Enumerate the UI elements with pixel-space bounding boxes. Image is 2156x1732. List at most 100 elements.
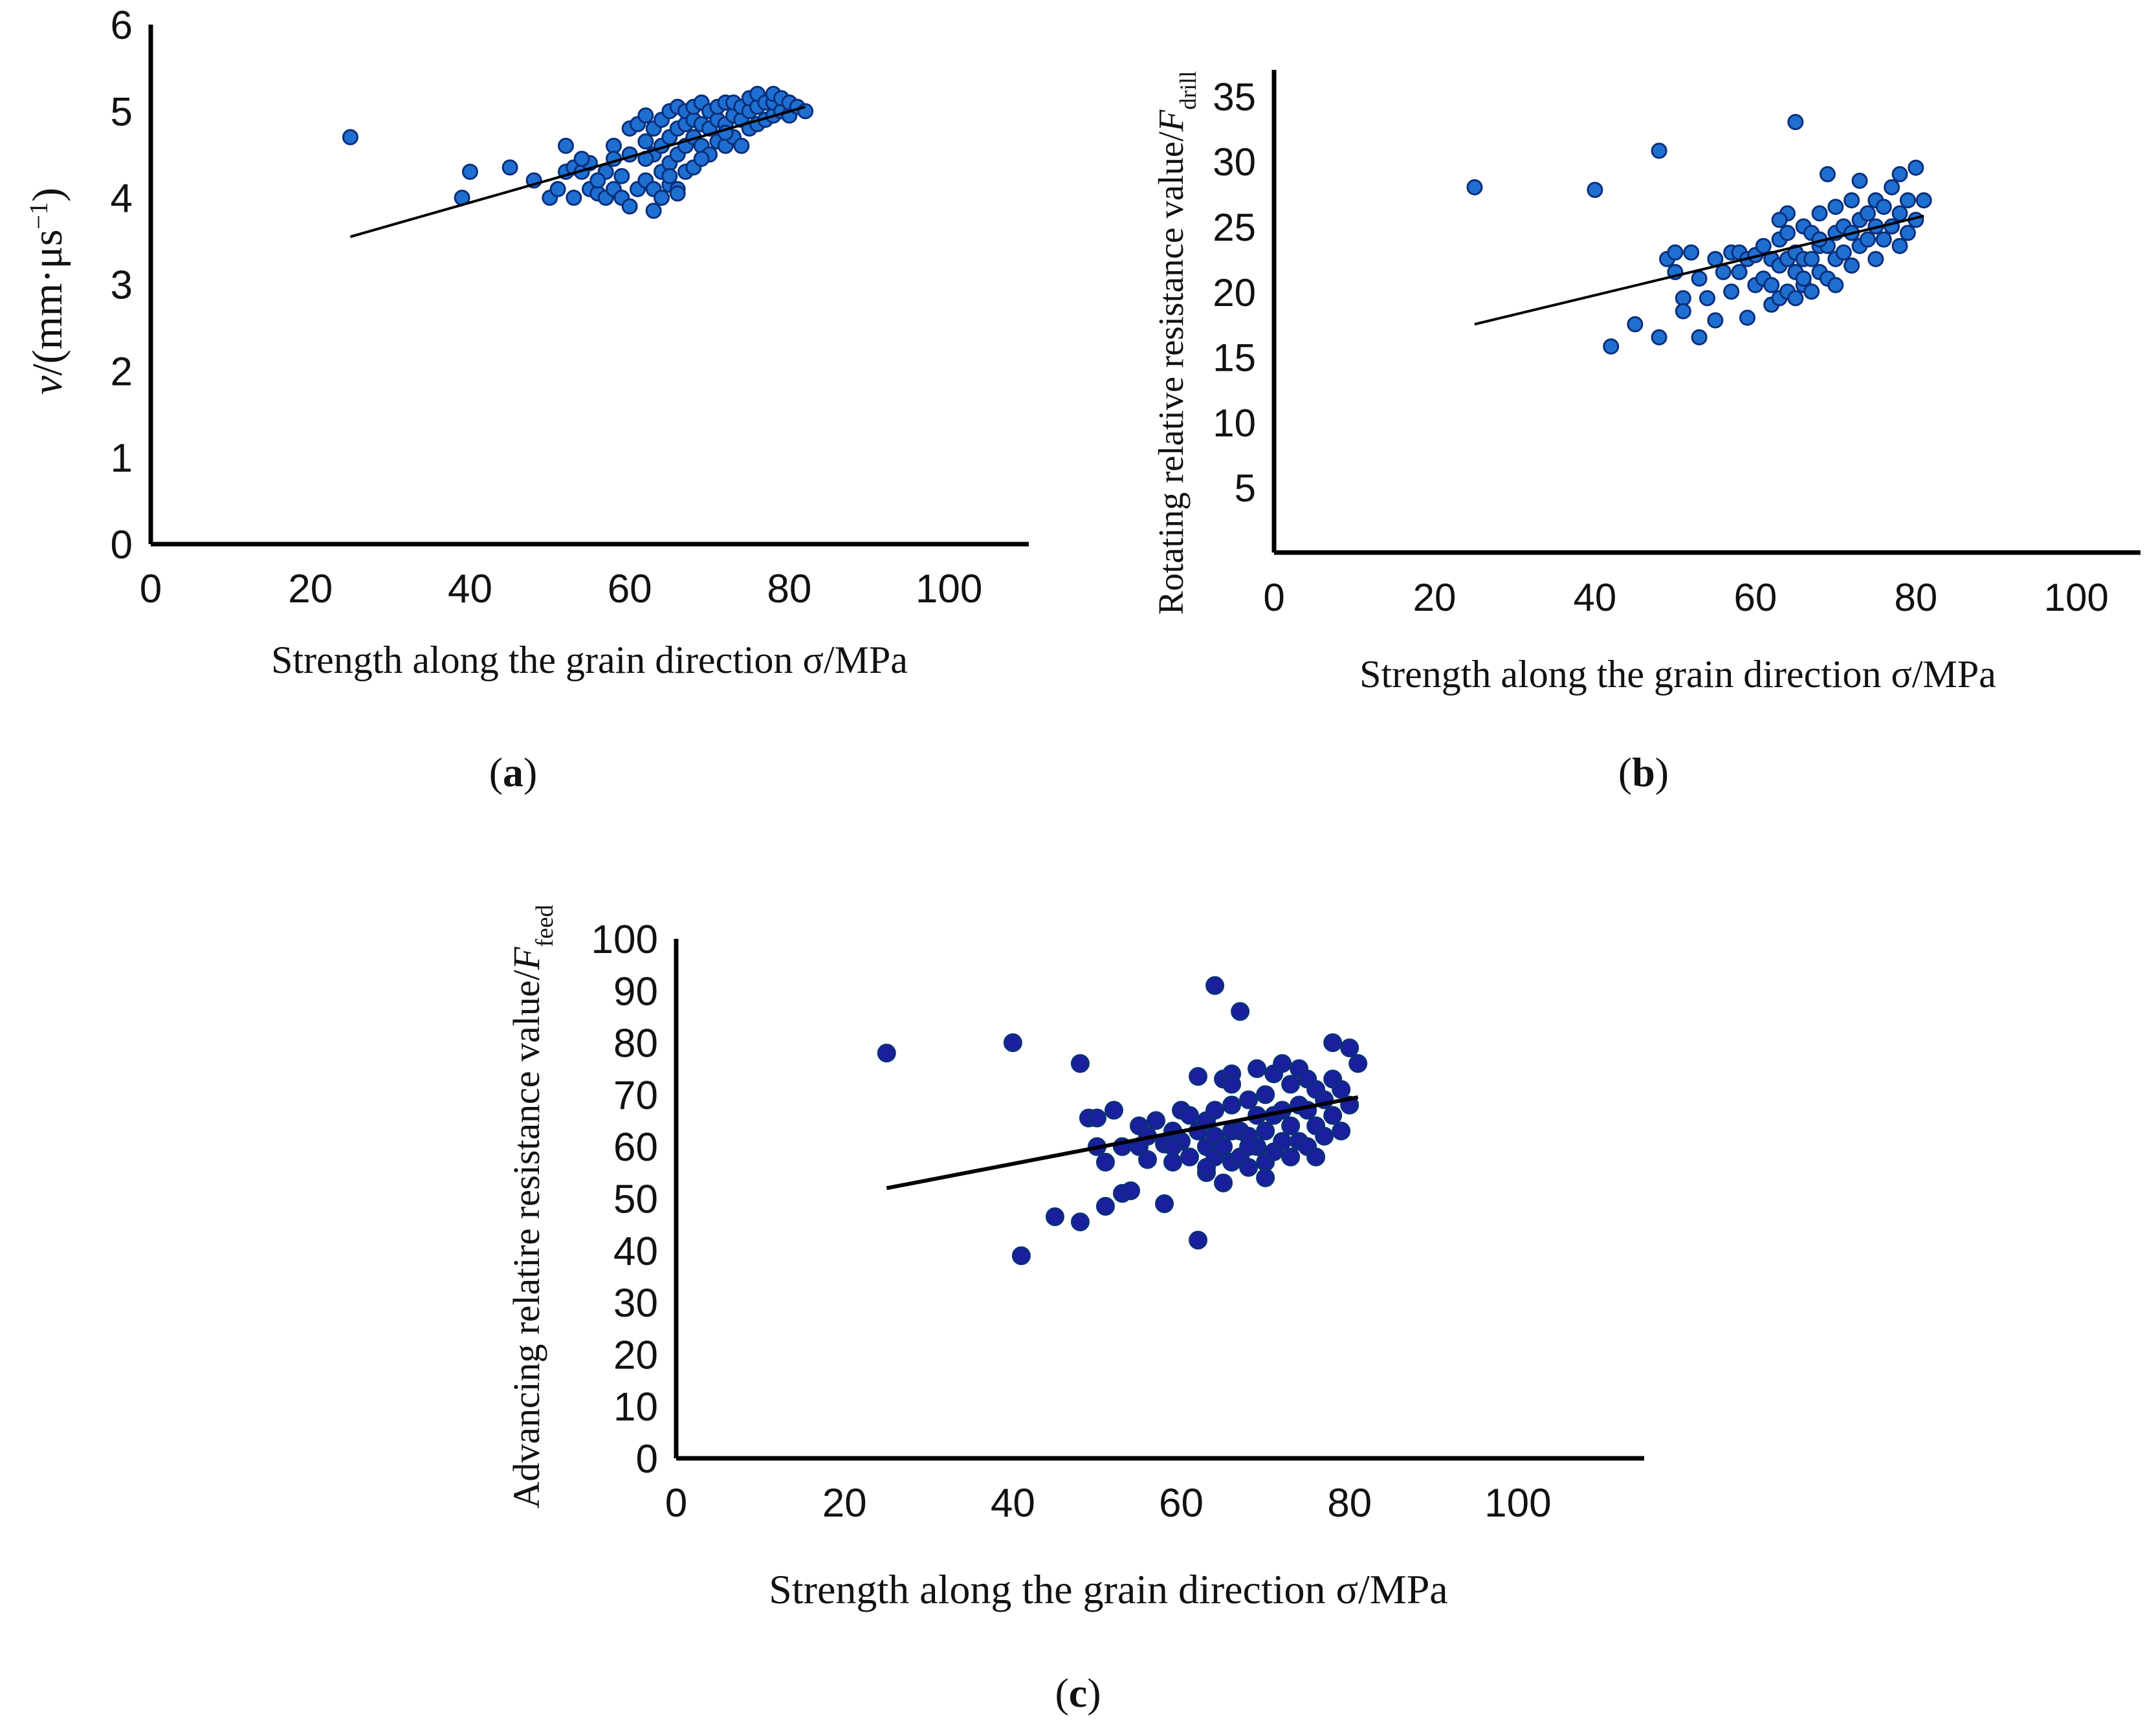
panel-c-data-point xyxy=(1332,1121,1351,1141)
panel-b-y-tick-label: 30 xyxy=(1213,140,1256,184)
panel-b-y-tick-label: 35 xyxy=(1213,75,1256,118)
panel-c-data-point xyxy=(1323,1106,1343,1125)
panel-b-data-point xyxy=(1787,114,1804,131)
panel-a-y-axis-label: v/(mm·μs−1) xyxy=(24,188,72,395)
panel-c-x-ticks: 0 20 40 60 80 100 xyxy=(665,1481,1552,1526)
panel-b-data-point xyxy=(1651,329,1667,345)
panel-b-data-point xyxy=(1723,283,1740,300)
panel-a-data-point xyxy=(637,107,654,124)
panel-a-x-tick-label: 60 xyxy=(608,567,652,611)
panel-b-y-tick-label: 20 xyxy=(1213,271,1256,314)
panel-c-y-tick-label: 90 xyxy=(613,969,658,1014)
panel-b-y-axis-label: Rotating relative resistance value/Fdril… xyxy=(1151,71,1201,615)
panel-a-x-tick-label: 0 xyxy=(140,567,162,611)
panel-c-data-point xyxy=(1273,1054,1292,1073)
panel-a-x-tick-label: 20 xyxy=(288,567,333,611)
panel-c-data-point xyxy=(1340,1038,1359,1058)
panel-a-data-point xyxy=(621,198,638,215)
panel-b-x-ticks: 0 20 40 60 80 100 xyxy=(1263,576,2109,619)
panel-b-data-point xyxy=(1699,290,1715,307)
panel-a-data-point xyxy=(461,164,478,181)
scatter-panel-a: 0 20 40 60 80 100 0 1 2 3 4 5 6 Strength along the … xyxy=(24,3,1029,795)
panel-a-y-tick-label: 2 xyxy=(111,349,133,394)
panel-b-data-point xyxy=(1691,329,1708,345)
panel-c-y-tick-label: 50 xyxy=(613,1178,658,1222)
panel-b-data-point xyxy=(1915,192,1932,209)
panel-c-data-point xyxy=(1138,1150,1157,1169)
panel-c-data-point xyxy=(1315,1126,1334,1146)
panel-c-data-point xyxy=(1163,1137,1183,1156)
panel-a-data-point xyxy=(589,172,606,189)
panel-a-data-point xyxy=(797,103,814,120)
panel-b-data-point xyxy=(1787,290,1804,307)
panel-b-x-tick-label: 20 xyxy=(1413,576,1457,619)
panel-b-data-point xyxy=(1891,237,1908,254)
panel-c-y-tick-label: 0 xyxy=(636,1437,658,1482)
panel-c-x-tick-label: 60 xyxy=(1159,1481,1204,1526)
panel-c-data-point xyxy=(1281,1075,1301,1094)
panel-a-label: (a) xyxy=(489,749,538,795)
panel-c-data-point xyxy=(1332,1080,1351,1099)
panel-b-data-point xyxy=(1851,172,1868,189)
panel-c-y-tick-label: 60 xyxy=(613,1125,658,1170)
panel-c-data-point xyxy=(1256,1121,1275,1141)
panel-a-y-tick-label: 0 xyxy=(111,523,133,567)
panel-c-data-point xyxy=(1239,1137,1259,1156)
panel-c-points xyxy=(877,976,1368,1266)
panel-c-data-point xyxy=(1180,1147,1200,1167)
panel-c-data-point xyxy=(1104,1101,1123,1120)
panel-b-data-point xyxy=(1843,257,1860,274)
panel-b-data-point xyxy=(1859,205,1876,222)
panel-a-y-tick-label: 1 xyxy=(111,436,133,481)
panel-b-data-point xyxy=(1803,283,1820,300)
panel-c-data-point xyxy=(1256,1085,1275,1104)
panel-a-data-point xyxy=(573,150,590,167)
panel-c-data-point xyxy=(1281,1147,1301,1167)
panel-a-data-point xyxy=(501,159,518,176)
panel-c-data-point xyxy=(1011,1246,1031,1266)
panel-b-points xyxy=(1466,114,1932,355)
panel-b-fit-line xyxy=(1474,214,1924,326)
panel-c-y-tick-label: 100 xyxy=(591,917,658,962)
panel-b-data-point xyxy=(1835,244,1852,261)
panel-b-data-point xyxy=(1691,270,1708,287)
panel-a-x-tick-label: 100 xyxy=(916,567,982,611)
panel-b-x-tick-label: 100 xyxy=(2044,576,2109,619)
panel-a-data-point xyxy=(549,181,566,197)
panel-b-data-point xyxy=(1875,231,1892,248)
panel-c-y-tick-label: 20 xyxy=(613,1333,658,1377)
panel-a-data-point xyxy=(654,190,670,206)
panel-c-label: (c) xyxy=(1055,1670,1101,1716)
panel-c-data-point xyxy=(1180,1106,1200,1125)
panel-c-data-point xyxy=(1256,1168,1275,1187)
panel-a-x-axis-label: Strength along the grain direction σ/MPa xyxy=(271,639,908,681)
panel-b-data-point xyxy=(1466,179,1483,195)
panel-b-data-point xyxy=(1667,244,1684,261)
panel-a-data-point xyxy=(637,133,654,150)
panel-b-data-point xyxy=(1867,250,1884,267)
panel-c-data-point xyxy=(1205,976,1225,995)
scatter-panel-c: 0 20 40 60 80 100 0 10 20 30 40 50 60 70 80 90 100 Stre… xyxy=(505,904,1644,1716)
panel-b-data-point xyxy=(1779,225,1796,241)
panel-a-data-point xyxy=(342,129,358,146)
panel-c-data-point xyxy=(1231,1002,1250,1021)
panel-a-x-ticks: 0 20 40 60 80 100 xyxy=(140,567,983,611)
panel-a-y-tick-label: 5 xyxy=(111,90,133,135)
panel-c-x-axis-label: Strength along the grain direction σ/MPa xyxy=(769,1566,1447,1612)
panel-a-y-tick-label: 4 xyxy=(111,177,133,221)
panel-a-data-point xyxy=(613,168,630,184)
panel-b-y-ticks: 5 10 15 20 25 30 35 xyxy=(1213,75,1256,510)
panel-b-data-point xyxy=(1651,142,1667,159)
panel-b-label: (b) xyxy=(1618,749,1669,795)
panel-b-data-point xyxy=(1683,244,1700,261)
panel-b-data-point xyxy=(1715,264,1732,281)
panel-c-data-point xyxy=(1121,1181,1140,1200)
panel-c-data-point xyxy=(1189,1231,1208,1250)
panel-c-data-point xyxy=(1323,1033,1343,1053)
panel-c-data-point xyxy=(1348,1054,1368,1073)
panel-b-data-point xyxy=(1627,316,1644,333)
panel-b-data-point xyxy=(1771,212,1788,228)
panel-c-x-tick-label: 80 xyxy=(1327,1481,1372,1526)
panel-c-data-point xyxy=(1214,1137,1233,1156)
panel-b-data-point xyxy=(1819,166,1836,182)
